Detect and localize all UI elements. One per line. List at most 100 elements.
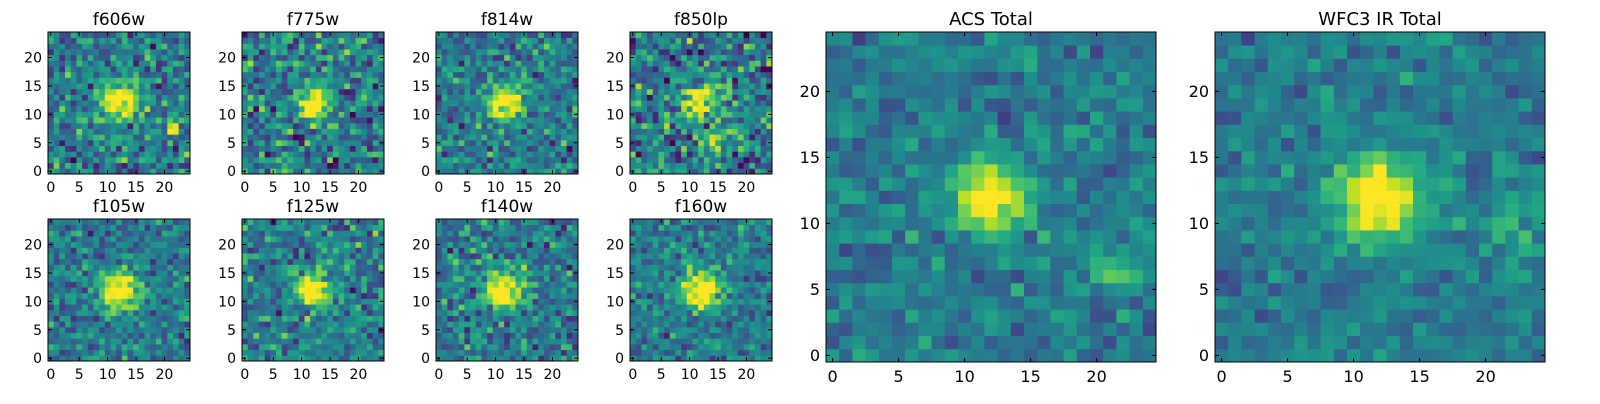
heatmap-cell bbox=[344, 38, 350, 44]
x-tick-label: 10 bbox=[487, 367, 505, 383]
heatmap-cell bbox=[179, 55, 185, 61]
heatmap-cell bbox=[538, 32, 544, 38]
heatmap-cell bbox=[459, 259, 465, 265]
heatmap-cell bbox=[128, 225, 134, 231]
heatmap-cell bbox=[670, 270, 676, 276]
heatmap-cell bbox=[378, 281, 384, 287]
heatmap-cell bbox=[538, 219, 544, 225]
heatmap-cell bbox=[653, 287, 659, 293]
heatmap-cell bbox=[636, 299, 642, 305]
heatmap-cell bbox=[510, 355, 516, 361]
heatmap-cell bbox=[630, 281, 636, 287]
heatmap-cell bbox=[356, 327, 362, 333]
heatmap-cell bbox=[333, 151, 339, 157]
heatmap-cell bbox=[65, 321, 71, 327]
heatmap-cell bbox=[65, 299, 71, 305]
heatmap-cell bbox=[361, 89, 367, 95]
heatmap-cell bbox=[242, 94, 248, 100]
heatmap-cell bbox=[378, 247, 384, 253]
heatmap-cell bbox=[310, 43, 316, 49]
heatmap-cell bbox=[572, 32, 578, 38]
heatmap-cell bbox=[681, 287, 687, 293]
heatmap-cell bbox=[339, 43, 345, 49]
heatmap-cell bbox=[510, 253, 516, 259]
heatmap-cell bbox=[356, 316, 362, 322]
heatmap-cell bbox=[150, 264, 156, 270]
heatmap-cell bbox=[304, 276, 310, 282]
heatmap-cell bbox=[248, 43, 254, 49]
heatmap-cell bbox=[150, 32, 156, 38]
heatmap-cell bbox=[293, 287, 299, 293]
heatmap-cell bbox=[344, 134, 350, 140]
heatmap-cell bbox=[681, 66, 687, 72]
heatmap-cell bbox=[265, 146, 271, 152]
heatmap-cell bbox=[647, 72, 653, 78]
heatmap-cell bbox=[687, 146, 693, 152]
heatmap-cell bbox=[48, 151, 54, 157]
heatmap-cell bbox=[698, 112, 704, 118]
heatmap-cell bbox=[145, 350, 151, 356]
heatmap-cell bbox=[567, 32, 573, 38]
heatmap-cell bbox=[145, 299, 151, 305]
heatmap-cell bbox=[630, 134, 636, 140]
heatmap-cell bbox=[550, 117, 556, 123]
heatmap-cell bbox=[727, 299, 733, 305]
heatmap-cell bbox=[670, 157, 676, 163]
heatmap-cell bbox=[572, 350, 578, 356]
heatmap-cell bbox=[561, 344, 567, 350]
heatmap-cell bbox=[270, 72, 276, 78]
heatmap-cell bbox=[339, 253, 345, 259]
heatmap-cell bbox=[253, 344, 259, 350]
heatmap-cell bbox=[173, 94, 179, 100]
heatmap-cell bbox=[670, 134, 676, 140]
heatmap-cell bbox=[327, 230, 333, 236]
heatmap-cell bbox=[333, 236, 339, 242]
heatmap-cell bbox=[184, 49, 190, 55]
heatmap-cell bbox=[755, 134, 761, 140]
heatmap-cell bbox=[704, 299, 710, 305]
heatmap-cell bbox=[361, 129, 367, 135]
heatmap-cell bbox=[71, 327, 77, 333]
heatmap-cell bbox=[173, 321, 179, 327]
heatmap-cell bbox=[681, 72, 687, 78]
heatmap-cell bbox=[550, 338, 556, 344]
heatmap-cell bbox=[270, 236, 276, 242]
heatmap-cell bbox=[715, 140, 721, 146]
heatmap-cell bbox=[498, 350, 504, 356]
heatmap-cell bbox=[150, 350, 156, 356]
heatmap-cell bbox=[464, 293, 470, 299]
heatmap-cell bbox=[350, 168, 356, 174]
heatmap-cell bbox=[487, 94, 493, 100]
heatmap-cell bbox=[698, 72, 704, 78]
heatmap-cell bbox=[76, 94, 82, 100]
heatmap-cell bbox=[270, 83, 276, 89]
heatmap-cell bbox=[270, 146, 276, 152]
heatmap-cell bbox=[653, 350, 659, 356]
heatmap-cell bbox=[173, 242, 179, 248]
heatmap-cell bbox=[442, 77, 448, 83]
heatmap-cell bbox=[510, 55, 516, 61]
heatmap-cell bbox=[333, 230, 339, 236]
heatmap-cell bbox=[248, 247, 254, 253]
heatmap-cell bbox=[681, 293, 687, 299]
heatmap-cell bbox=[259, 287, 265, 293]
heatmap-cell bbox=[344, 32, 350, 38]
heatmap-cell bbox=[367, 242, 373, 248]
heatmap-cell bbox=[647, 310, 653, 316]
heatmap-cell bbox=[630, 66, 636, 72]
heatmap-cell bbox=[373, 134, 379, 140]
heatmap-cell bbox=[732, 94, 738, 100]
heatmap-cell bbox=[670, 32, 676, 38]
heatmap-cell bbox=[367, 32, 373, 38]
heatmap-cell bbox=[481, 77, 487, 83]
heatmap-cell bbox=[287, 304, 293, 310]
heatmap-cell bbox=[242, 66, 248, 72]
heatmap-cell bbox=[93, 72, 99, 78]
heatmap-cell bbox=[71, 55, 77, 61]
heatmap-cell bbox=[687, 287, 693, 293]
heatmap-cell bbox=[487, 146, 493, 152]
heatmap-cell bbox=[179, 140, 185, 146]
heatmap-cell bbox=[721, 129, 727, 135]
heatmap-cell bbox=[145, 106, 151, 112]
heatmap-cell bbox=[184, 253, 190, 259]
